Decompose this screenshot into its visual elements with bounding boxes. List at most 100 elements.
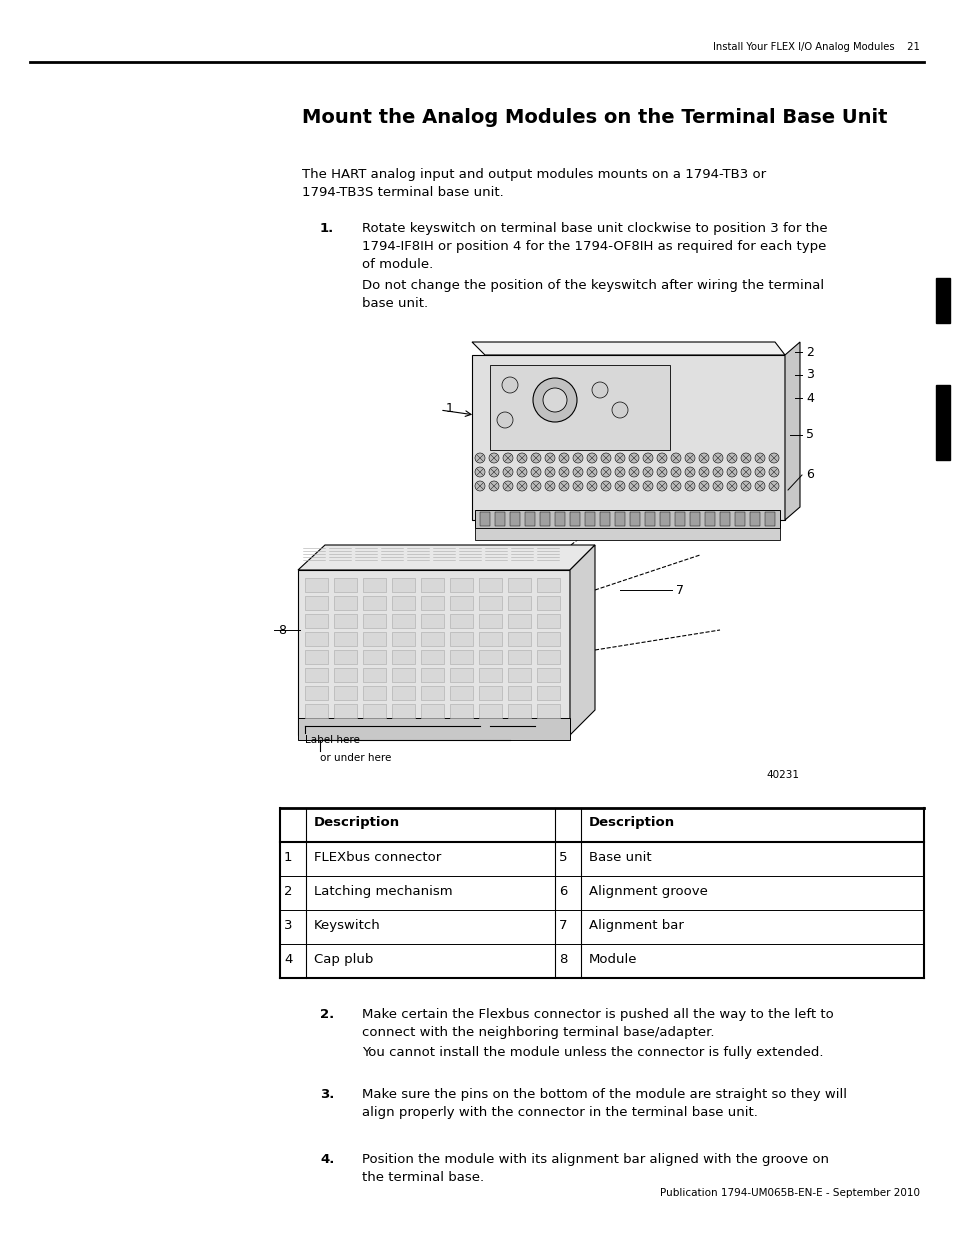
- Bar: [363, 704, 386, 718]
- Bar: [935, 278, 949, 324]
- Bar: [555, 513, 564, 526]
- Bar: [334, 597, 356, 610]
- Bar: [537, 704, 559, 718]
- Bar: [478, 632, 501, 646]
- Bar: [392, 704, 415, 718]
- Circle shape: [600, 480, 610, 492]
- Circle shape: [475, 480, 484, 492]
- Circle shape: [699, 480, 708, 492]
- Polygon shape: [472, 342, 784, 354]
- Circle shape: [768, 453, 779, 463]
- Circle shape: [544, 453, 555, 463]
- Bar: [524, 513, 535, 526]
- Bar: [478, 704, 501, 718]
- Circle shape: [740, 453, 750, 463]
- Circle shape: [670, 467, 680, 477]
- Bar: [507, 650, 531, 664]
- Bar: [478, 650, 501, 664]
- Circle shape: [670, 480, 680, 492]
- Text: 5: 5: [805, 429, 813, 441]
- Bar: [305, 578, 328, 592]
- Circle shape: [558, 480, 568, 492]
- Bar: [537, 597, 559, 610]
- Text: You cannot install the module unless the connector is fully extended.: You cannot install the module unless the…: [361, 1046, 822, 1058]
- Bar: [305, 650, 328, 664]
- Bar: [305, 632, 328, 646]
- Bar: [420, 614, 443, 629]
- Bar: [420, 685, 443, 700]
- Bar: [450, 704, 473, 718]
- Circle shape: [628, 453, 639, 463]
- Bar: [615, 513, 624, 526]
- Circle shape: [657, 467, 666, 477]
- Circle shape: [502, 467, 513, 477]
- Circle shape: [628, 467, 639, 477]
- Bar: [537, 668, 559, 682]
- Bar: [392, 597, 415, 610]
- Text: 4: 4: [284, 953, 292, 966]
- Bar: [507, 668, 531, 682]
- Circle shape: [475, 467, 484, 477]
- Circle shape: [699, 453, 708, 463]
- Text: Make certain the Flexbus connector is pushed all the way to the left to: Make certain the Flexbus connector is pu…: [361, 1008, 833, 1021]
- Circle shape: [754, 467, 764, 477]
- Bar: [675, 513, 684, 526]
- Circle shape: [740, 480, 750, 492]
- Bar: [363, 578, 386, 592]
- Bar: [297, 718, 569, 740]
- Text: 6: 6: [558, 885, 567, 898]
- Bar: [450, 614, 473, 629]
- Circle shape: [600, 467, 610, 477]
- Text: Mount the Analog Modules on the Terminal Base Unit: Mount the Analog Modules on the Terminal…: [302, 107, 886, 127]
- Text: 1: 1: [284, 851, 293, 864]
- Circle shape: [502, 480, 513, 492]
- Circle shape: [726, 467, 737, 477]
- Bar: [334, 685, 356, 700]
- Circle shape: [573, 467, 582, 477]
- Bar: [478, 614, 501, 629]
- Text: Rotate keyswitch on terminal base unit clockwise to position 3 for the: Rotate keyswitch on terminal base unit c…: [361, 222, 827, 235]
- Text: Make sure the pins on the bottom of the module are straight so they will: Make sure the pins on the bottom of the …: [361, 1088, 846, 1100]
- Bar: [599, 513, 609, 526]
- Circle shape: [489, 480, 498, 492]
- Text: Module: Module: [588, 953, 637, 966]
- Text: Latching mechanism: Latching mechanism: [314, 885, 452, 898]
- Circle shape: [712, 453, 722, 463]
- Text: Description: Description: [314, 816, 399, 829]
- Circle shape: [754, 480, 764, 492]
- Text: Alignment bar: Alignment bar: [588, 919, 683, 932]
- Bar: [297, 571, 569, 735]
- Circle shape: [726, 480, 737, 492]
- Bar: [420, 597, 443, 610]
- Bar: [363, 685, 386, 700]
- Bar: [420, 650, 443, 664]
- Text: 7: 7: [676, 583, 683, 597]
- Text: 5: 5: [558, 851, 567, 864]
- Bar: [537, 632, 559, 646]
- Circle shape: [544, 467, 555, 477]
- Text: Label here: Label here: [305, 735, 359, 745]
- Circle shape: [586, 453, 597, 463]
- Bar: [392, 632, 415, 646]
- Bar: [935, 385, 949, 459]
- Bar: [644, 513, 655, 526]
- Bar: [305, 704, 328, 718]
- Circle shape: [712, 467, 722, 477]
- Bar: [689, 513, 700, 526]
- Bar: [507, 685, 531, 700]
- Circle shape: [497, 412, 513, 429]
- Text: 1794-IF8IH or position 4 for the 1794-OF8IH as required for each type: 1794-IF8IH or position 4 for the 1794-OF…: [361, 240, 825, 253]
- Circle shape: [657, 453, 666, 463]
- Circle shape: [754, 453, 764, 463]
- Bar: [392, 650, 415, 664]
- Circle shape: [517, 453, 526, 463]
- Bar: [478, 597, 501, 610]
- Circle shape: [573, 480, 582, 492]
- Circle shape: [542, 388, 566, 412]
- Bar: [305, 668, 328, 682]
- Bar: [363, 614, 386, 629]
- Bar: [450, 668, 473, 682]
- Bar: [720, 513, 729, 526]
- Bar: [479, 513, 490, 526]
- Bar: [450, 632, 473, 646]
